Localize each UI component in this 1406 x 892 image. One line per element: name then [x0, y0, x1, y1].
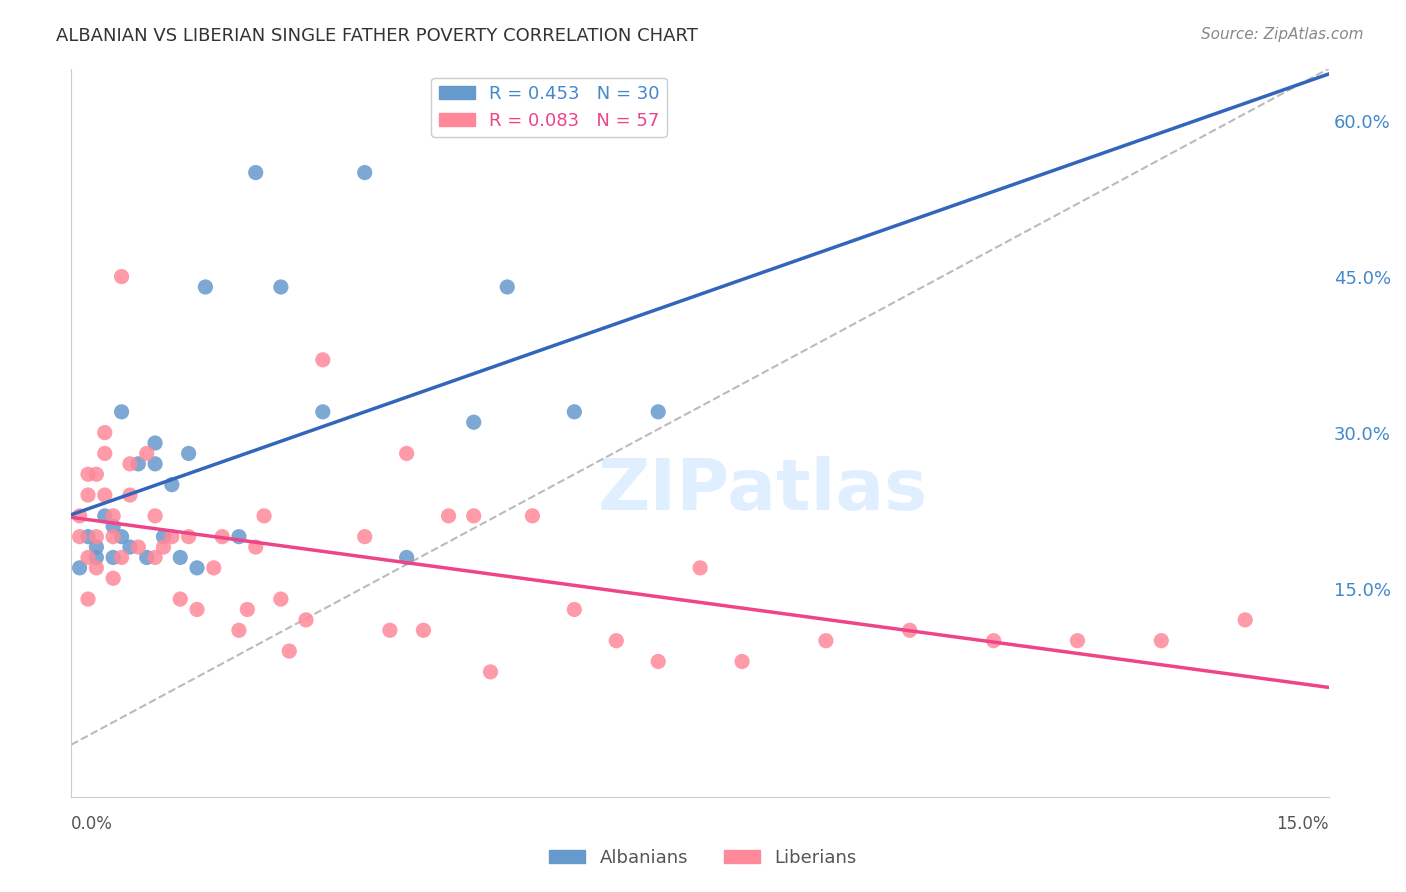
- Liberians: [479, 665, 502, 679]
- Liberians: [1234, 613, 1257, 627]
- Liberians: [236, 602, 259, 616]
- Albanians: [177, 446, 200, 460]
- Liberians: [270, 592, 292, 607]
- Liberians: [86, 561, 108, 575]
- Liberians: [135, 446, 157, 460]
- Albanians: [127, 457, 149, 471]
- Liberians: [295, 613, 318, 627]
- Liberians: [94, 446, 117, 460]
- Albanians: [94, 508, 117, 523]
- Albanians: [143, 457, 166, 471]
- Liberians: [1066, 633, 1088, 648]
- Liberians: [69, 530, 91, 544]
- Liberians: [731, 655, 754, 669]
- Albanians: [77, 530, 100, 544]
- Text: 0.0%: 0.0%: [72, 815, 112, 833]
- Liberians: [101, 571, 124, 585]
- Albanians: [194, 280, 217, 294]
- Albanians: [395, 550, 418, 565]
- Albanians: [69, 561, 91, 575]
- Liberians: [118, 457, 141, 471]
- Liberians: [253, 508, 276, 523]
- Albanians: [353, 165, 375, 179]
- Albanians: [496, 280, 519, 294]
- Liberians: [86, 467, 108, 482]
- Albanians: [647, 405, 669, 419]
- Liberians: [94, 488, 117, 502]
- Albanians: [86, 540, 108, 554]
- Liberians: [245, 540, 267, 554]
- Liberians: [77, 488, 100, 502]
- Liberians: [101, 508, 124, 523]
- Liberians: [160, 530, 183, 544]
- Liberians: [689, 561, 711, 575]
- Liberians: [127, 540, 149, 554]
- Albanians: [228, 530, 250, 544]
- Albanians: [312, 405, 335, 419]
- Liberians: [605, 633, 627, 648]
- Liberians: [228, 624, 250, 638]
- Liberians: [69, 508, 91, 523]
- Liberians: [77, 592, 100, 607]
- Liberians: [395, 446, 418, 460]
- Albanians: [135, 550, 157, 565]
- Albanians: [152, 530, 174, 544]
- Liberians: [437, 508, 460, 523]
- Albanians: [463, 415, 485, 429]
- Liberians: [211, 530, 233, 544]
- Liberians: [983, 633, 1005, 648]
- Liberians: [278, 644, 301, 658]
- Liberians: [143, 508, 166, 523]
- Liberians: [312, 352, 335, 367]
- Liberians: [101, 530, 124, 544]
- Liberians: [110, 550, 132, 565]
- Albanians: [245, 165, 267, 179]
- Liberians: [186, 602, 208, 616]
- Albanians: [169, 550, 191, 565]
- Liberians: [143, 550, 166, 565]
- Liberians: [177, 530, 200, 544]
- Liberians: [169, 592, 191, 607]
- Liberians: [110, 269, 132, 284]
- Legend: Albanians, Liberians: Albanians, Liberians: [541, 842, 865, 874]
- Albanians: [101, 550, 124, 565]
- Liberians: [86, 530, 108, 544]
- Albanians: [110, 405, 132, 419]
- Albanians: [160, 477, 183, 491]
- Text: Source: ZipAtlas.com: Source: ZipAtlas.com: [1201, 27, 1364, 42]
- Liberians: [412, 624, 434, 638]
- Liberians: [152, 540, 174, 554]
- Liberians: [202, 561, 225, 575]
- Albanians: [110, 530, 132, 544]
- Text: ZIPatlas: ZIPatlas: [598, 457, 928, 525]
- Legend: R = 0.453   N = 30, R = 0.083   N = 57: R = 0.453 N = 30, R = 0.083 N = 57: [432, 78, 666, 137]
- Liberians: [814, 633, 837, 648]
- Liberians: [1150, 633, 1173, 648]
- Albanians: [118, 540, 141, 554]
- Liberians: [463, 508, 485, 523]
- Liberians: [118, 488, 141, 502]
- Albanians: [143, 436, 166, 450]
- Liberians: [353, 530, 375, 544]
- Albanians: [86, 550, 108, 565]
- Text: ALBANIAN VS LIBERIAN SINGLE FATHER POVERTY CORRELATION CHART: ALBANIAN VS LIBERIAN SINGLE FATHER POVER…: [56, 27, 699, 45]
- Albanians: [270, 280, 292, 294]
- Liberians: [647, 655, 669, 669]
- Albanians: [186, 561, 208, 575]
- Liberians: [94, 425, 117, 440]
- Liberians: [522, 508, 544, 523]
- Liberians: [77, 467, 100, 482]
- Albanians: [562, 405, 585, 419]
- Text: 15.0%: 15.0%: [1277, 815, 1329, 833]
- Albanians: [101, 519, 124, 533]
- Liberians: [898, 624, 921, 638]
- Liberians: [378, 624, 401, 638]
- Liberians: [77, 550, 100, 565]
- Liberians: [562, 602, 585, 616]
